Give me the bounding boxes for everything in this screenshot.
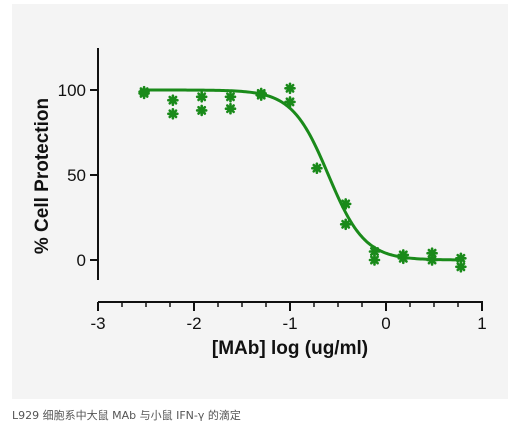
data-point-stroke — [341, 219, 351, 229]
data-point-stroke — [398, 253, 408, 263]
y-tick-label: 50 — [67, 166, 86, 185]
data-point — [224, 102, 237, 115]
fit-curve-layer — [141, 88, 463, 262]
y-tick-label: 100 — [58, 81, 86, 100]
data-point-stroke — [226, 104, 235, 114]
data-point — [455, 260, 467, 273]
data-point-stroke — [427, 248, 437, 258]
data-point — [255, 89, 267, 101]
data-point — [284, 82, 296, 95]
data-point — [167, 108, 179, 120]
data-point-stroke — [456, 262, 466, 272]
data-point-stroke — [226, 92, 235, 102]
data-point — [339, 198, 352, 210]
data-point — [339, 218, 352, 231]
labels-layer: 0 50 100 -3 -2 -1 0 1 [MAb] log (ug/ml) % Cell Pr… — [32, 81, 487, 359]
axes — [90, 48, 483, 311]
data-point — [195, 104, 208, 117]
data-point-stroke — [312, 163, 322, 173]
x-axis-title: [MAb] log (ug/ml) — [212, 338, 368, 359]
data-point-stroke — [168, 95, 178, 105]
x-tick-label: 0 — [381, 314, 390, 333]
data-point — [368, 254, 381, 266]
data-point-stroke — [168, 109, 178, 119]
dose-response-chart: 0 50 100 -3 -2 -1 0 1 [MAb] log (ug/ml) % Cell Pr… — [32, 48, 487, 359]
x-tick-label: 1 — [477, 314, 486, 333]
x-tick-label: -2 — [186, 314, 201, 333]
data-point-stroke — [427, 255, 437, 265]
data-point-stroke — [197, 105, 207, 115]
x-tick-label: -1 — [282, 314, 297, 333]
figure-caption: L929 细胞系中大鼠 MAb 与小鼠 IFN-γ 的滴定 — [12, 409, 241, 422]
figure-panel: 0 50 100 -3 -2 -1 0 1 [MAb] log (ug/ml) % Cell Pr… — [12, 4, 508, 399]
data-point-stroke — [197, 92, 207, 102]
data-point-stroke — [285, 83, 295, 93]
data-point-stroke — [369, 255, 379, 265]
data-point — [195, 91, 208, 103]
data-point-stroke — [139, 87, 149, 97]
data-point — [311, 162, 323, 174]
data-points-layer — [138, 82, 467, 273]
fit-curve — [141, 88, 463, 262]
x-tick-label: -3 — [90, 314, 105, 333]
data-point-stroke — [456, 253, 466, 263]
data-point — [167, 94, 179, 106]
y-tick-label: 0 — [77, 251, 86, 270]
data-point-stroke — [285, 97, 295, 107]
data-point-stroke — [341, 199, 351, 209]
data-point — [138, 85, 150, 98]
data-point — [284, 96, 296, 108]
data-point — [397, 252, 410, 265]
data-point — [224, 91, 237, 103]
data-point-stroke — [256, 90, 266, 100]
y-axis-title: % Cell Protection — [32, 98, 53, 254]
data-point-stroke — [369, 247, 379, 256]
data-point — [426, 254, 438, 266]
